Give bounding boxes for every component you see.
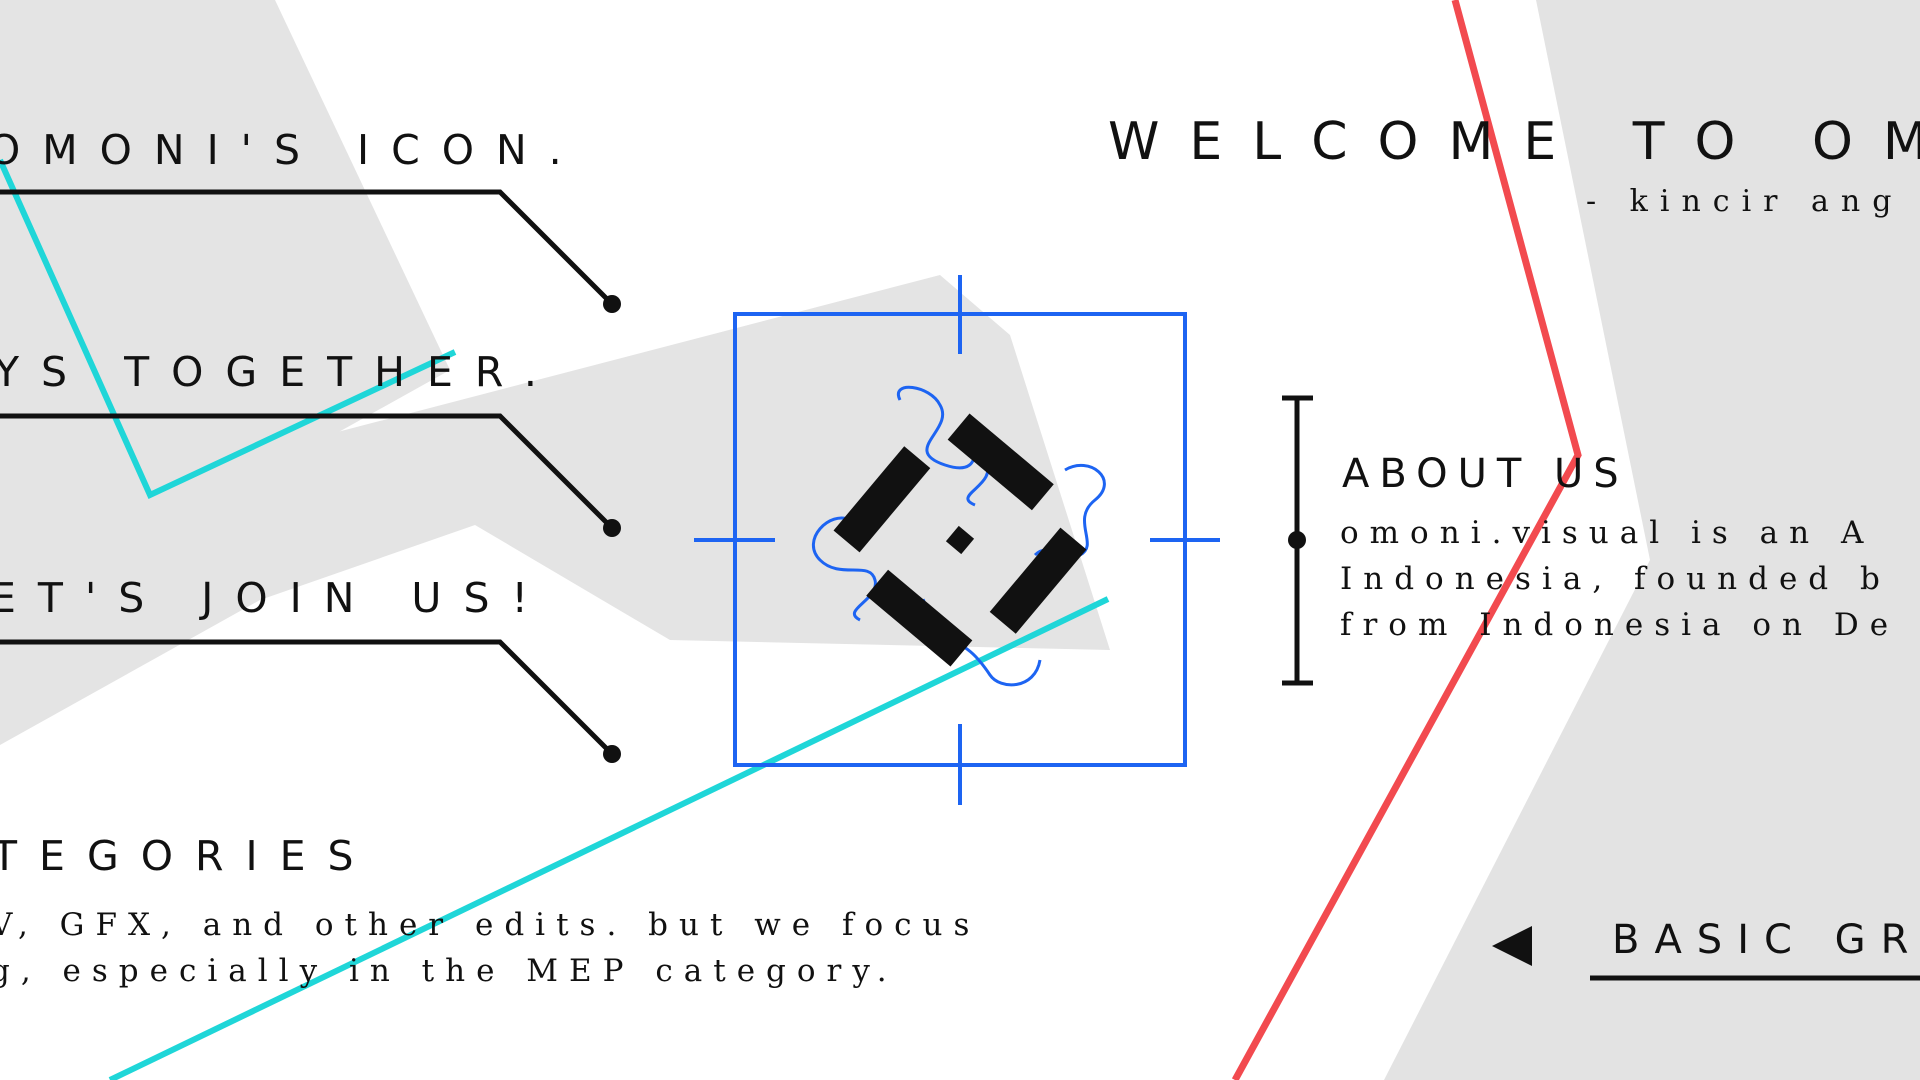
gray-panel-center bbox=[0, 275, 1110, 745]
connector-icon bbox=[0, 189, 614, 756]
heading-omoni-icon: OMONI'S ICON. bbox=[0, 126, 584, 174]
blue-scribble-decoration bbox=[812, 385, 1106, 687]
crosshair-frame-icon bbox=[694, 275, 1220, 805]
welcome-title: WELCOME TO OM bbox=[1108, 112, 1920, 172]
heading-together: YS TOGETHER. bbox=[0, 348, 559, 396]
categories-body-line-1: V, GFX, and other edits. but we focus bbox=[0, 907, 981, 943]
about-body: omoni.visual is an A Indonesia, founded … bbox=[1340, 510, 1899, 648]
about-body-line-2: Indonesia, founded b bbox=[1340, 561, 1891, 597]
cyan-line-lower bbox=[108, 596, 1110, 1080]
categories-body: V, GFX, and other edits. but we focus g,… bbox=[0, 902, 980, 994]
kincir-angin-logo-icon bbox=[833, 413, 1087, 667]
triangle-left-icon[interactable] bbox=[1492, 926, 1534, 966]
about-title: ABOUT US bbox=[1342, 451, 1629, 497]
connector-dot-1 bbox=[603, 295, 621, 313]
heading-categories: TEGORIES bbox=[0, 832, 376, 880]
about-bracket-dot bbox=[1288, 531, 1306, 549]
gray-panel-right bbox=[1384, 0, 1920, 1080]
welcome-subtitle: - kincir ang bbox=[1586, 184, 1904, 219]
connector-dot-2 bbox=[603, 519, 621, 537]
heading-join-us: ET'S JOIN US! bbox=[0, 574, 550, 622]
about-body-line-3: from Indonesia on De bbox=[1340, 607, 1900, 643]
basic-graphics-link[interactable]: BASIC GR bbox=[1612, 917, 1920, 963]
cyan-line-upper bbox=[0, 158, 457, 500]
gray-panel-top-left bbox=[0, 0, 450, 565]
categories-body-line-2: g, especially in the MEP category. bbox=[0, 953, 898, 989]
connector-dot-3 bbox=[603, 745, 621, 763]
about-body-line-1: omoni.visual is an A bbox=[1340, 515, 1875, 551]
red-chevron-line bbox=[1231, 0, 1582, 1080]
